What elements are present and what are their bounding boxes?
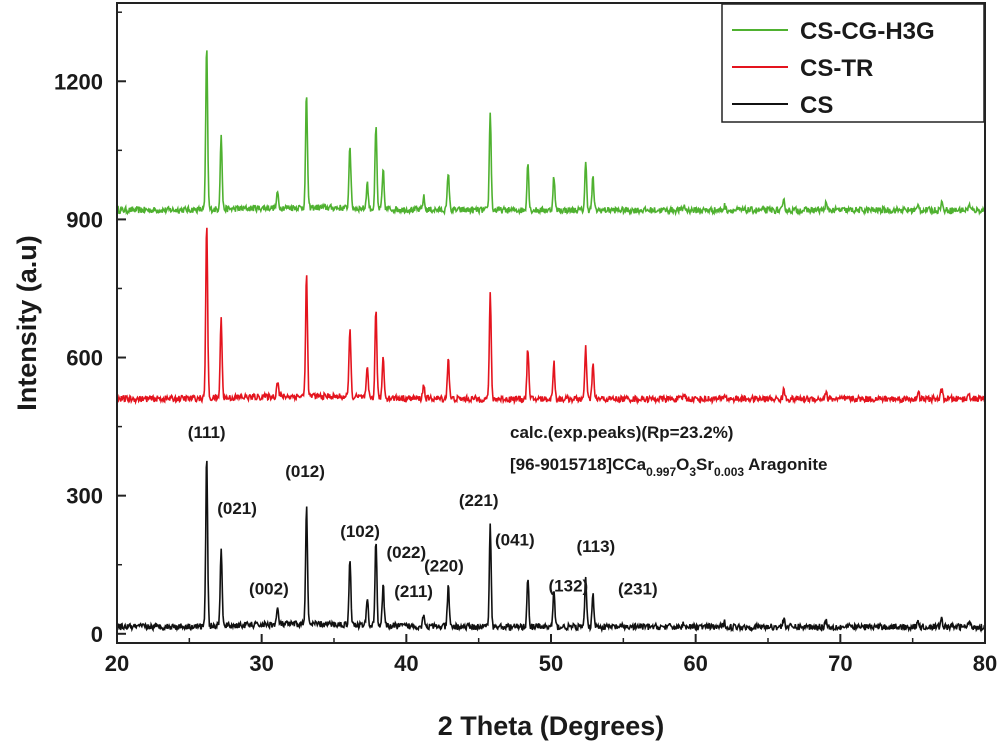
y-tick-label: 300: [66, 484, 103, 509]
peak-label: (211): [394, 582, 433, 601]
y-tick-label: 900: [66, 207, 103, 232]
x-tick-label: 40: [394, 651, 418, 676]
series-line-cs: [116, 460, 986, 634]
ref-sub-ca: 0.997: [646, 465, 676, 479]
peak-label: (012): [285, 462, 325, 481]
x-tick-label: 30: [249, 651, 273, 676]
x-tick-label: 20: [105, 651, 129, 676]
ref-sub-sr: 0.003: [714, 465, 744, 479]
series-line-cs-tr: [116, 227, 986, 406]
peak-labels-layer: (111) (021) (012) (102) (002) (022) (211) (220)…: [188, 423, 658, 601]
peak-label: (221): [459, 491, 499, 510]
ref-suffix: Aragonite: [744, 455, 827, 474]
legend-label: CS: [800, 92, 833, 119]
y-tick-label: 1200: [54, 69, 103, 94]
x-tick-label: 70: [828, 651, 852, 676]
ref-sub-o: 3: [689, 465, 696, 479]
legend: CS-CG-H3G CS-TR CS: [721, 3, 985, 123]
y-axis-title: Intensity (a.u): [12, 235, 42, 411]
peak-label: (102): [340, 522, 380, 541]
annotation-reference: [96-9015718]CCa0.997O3Sr0.003 Aragonite: [510, 455, 827, 479]
x-axis-title: 2 Theta (Degrees): [438, 711, 665, 741]
x-tick-label: 80: [973, 651, 997, 676]
peak-label: (041): [495, 530, 535, 549]
peak-label: (220): [424, 557, 464, 576]
legend-label: CS-TR: [800, 55, 873, 82]
peak-label: (022): [386, 543, 426, 562]
ref-sr: Sr: [696, 455, 714, 474]
peak-label: (111): [188, 423, 226, 442]
peak-label: (113): [576, 537, 615, 556]
peak-label: (021): [217, 499, 257, 518]
y-tick-label: 0: [91, 622, 103, 647]
x-tick-label: 50: [539, 651, 563, 676]
peak-label: (231): [618, 580, 658, 599]
legend-box: [721, 3, 985, 123]
y-tick-label: 600: [66, 346, 103, 371]
ticks-layer: 20 30 40 50 60 70 80 0 300 600 900 1200: [54, 11, 997, 676]
series-layer: [116, 50, 986, 634]
series-line-cs-cg-h3g: [116, 50, 986, 217]
peak-label: (002): [249, 580, 289, 599]
x-tick-label: 60: [683, 651, 707, 676]
peak-label: (132): [549, 576, 589, 595]
legend-label: CS-CG-H3G: [800, 18, 935, 45]
ref-prefix: [96-9015718]CCa: [510, 455, 647, 474]
annotation-calc: calc.(exp.peaks)(Rp=23.2%): [510, 423, 733, 442]
ref-o: O: [676, 455, 689, 474]
